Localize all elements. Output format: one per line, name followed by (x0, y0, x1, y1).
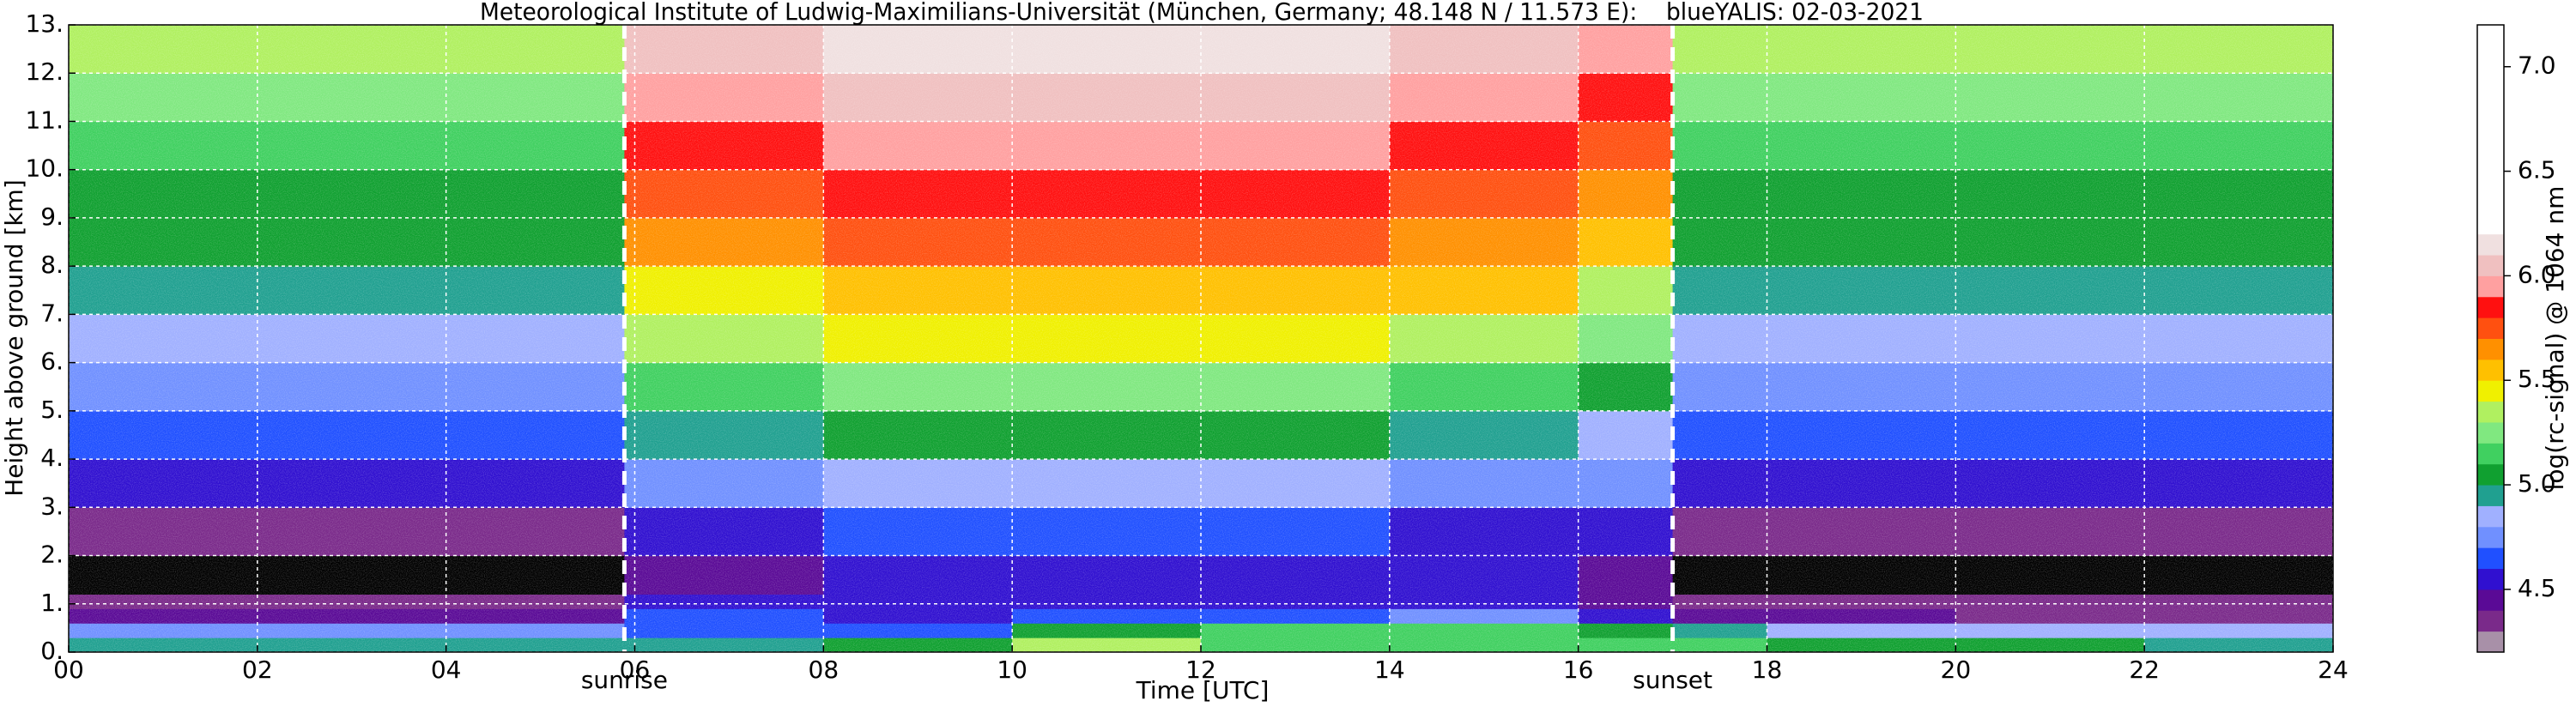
colorbar-segment (2477, 610, 2504, 632)
colorbar-segment (2477, 568, 2504, 590)
x-tick-label: 14 (1374, 656, 1405, 684)
x-tick-label: 16 (1563, 656, 1594, 684)
x-tick-label: 10 (997, 656, 1027, 684)
colorbar-segment (2477, 129, 2504, 151)
x-tick-label: 22 (2129, 656, 2160, 684)
colorbar-segment (2477, 463, 2504, 486)
colorbar-segment (2477, 108, 2504, 130)
colorbar-tick-label: 7.0 (2518, 51, 2556, 80)
y-tick-label: 7. (40, 299, 64, 327)
x-tick-label: 02 (242, 656, 273, 684)
y-tick-label: 6. (40, 347, 64, 376)
colorbar-segment (2477, 233, 2504, 256)
annotation-label: sunrise (581, 666, 668, 694)
colorbar-tick-label: 5.5 (2518, 365, 2556, 393)
colorbar-segment (2477, 526, 2504, 548)
colorbar-segment (2477, 421, 2504, 444)
colorbar-segment (2477, 255, 2504, 276)
x-axis-label: Time [UTC] (1136, 676, 1270, 704)
x-tick-label: 06 (620, 656, 651, 684)
y-tick-label: 2. (40, 541, 64, 569)
colorbar-segment (2477, 401, 2504, 423)
x-tick-label: 24 (2318, 656, 2349, 684)
x-tick-label: 12 (1185, 656, 1216, 684)
colorbar-tick-label: 5.0 (2518, 469, 2556, 498)
colorbar-segment (2477, 191, 2504, 214)
colorbar-segment (2477, 88, 2504, 109)
colorbar-tick-label: 6.5 (2518, 156, 2556, 184)
colorbar-segment (2477, 213, 2504, 235)
x-tick-label: 08 (809, 656, 839, 684)
colorbar-frame (2476, 24, 2505, 653)
x-tick-label: 20 (1941, 656, 1972, 684)
y-axis-label: Height above ground [km] (0, 179, 28, 497)
y-tick-label: 13. (25, 9, 64, 38)
chart-title: Meteorological Institute of Ludwig-Maxim… (480, 0, 1924, 26)
colorbar-segment (2477, 275, 2504, 298)
annotation-label: sunset (1633, 666, 1712, 694)
colorbar-tick-label: 4.5 (2518, 574, 2556, 602)
y-tick-label: 5. (40, 396, 64, 424)
colorbar-label: log(rc-signal) @ 1064 nm (2541, 186, 2569, 491)
colorbar-segment (2477, 631, 2504, 653)
y-tick-label: 9. (40, 202, 64, 231)
colorbar-segment (2477, 66, 2504, 88)
y-tick-label: 10. (25, 154, 64, 183)
x-tick-label: 18 (1752, 656, 1783, 684)
colorbar-segment (2477, 317, 2504, 339)
y-tick-label: 4. (40, 444, 64, 472)
colorbar-segment (2477, 380, 2504, 402)
y-tick-label: 12. (25, 57, 64, 86)
colorbar-segment (2477, 443, 2504, 465)
y-tick-label: 3. (40, 492, 64, 520)
colorbar-segment (2477, 338, 2504, 360)
y-tick-label: 11. (25, 106, 64, 134)
colorbar-segment (2477, 505, 2504, 528)
colorbar-segment (2477, 171, 2504, 193)
plot-frame (68, 24, 2334, 653)
y-tick-label: 1. (40, 589, 64, 617)
colorbar-segment (2477, 547, 2504, 570)
colorbar-segment (2477, 296, 2504, 318)
y-tick-label: 0. (40, 637, 64, 665)
colorbar-segment (2477, 150, 2504, 172)
x-tick-label: 00 (53, 656, 84, 684)
colorbar-segment (2477, 359, 2504, 381)
colorbar-segment (2477, 589, 2504, 611)
colorbar-tick-label: 6.0 (2518, 260, 2556, 288)
colorbar-segment (2477, 485, 2504, 506)
colorbar-segment (2477, 45, 2504, 68)
colorbar-segment (2477, 25, 2504, 46)
noise-texture (69, 25, 2333, 652)
x-tick-label: 04 (431, 656, 462, 684)
y-tick-label: 8. (40, 251, 64, 279)
